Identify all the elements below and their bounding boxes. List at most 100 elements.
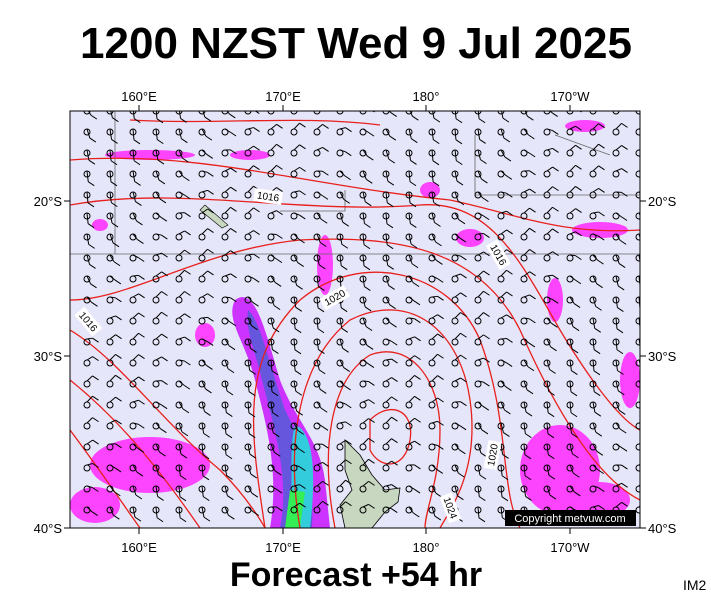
barb-shaft (523, 271, 530, 277)
barb-feather (251, 325, 258, 331)
barb-shaft (201, 170, 208, 173)
wind-barb (520, 317, 536, 325)
barb-feather (364, 286, 371, 291)
barb-feather (207, 189, 214, 195)
wind-barb (497, 314, 513, 325)
barb-feather (92, 375, 99, 381)
barb-shaft (569, 380, 572, 392)
barb-shaft (362, 296, 366, 308)
barb-shaft (132, 312, 139, 319)
wind-barb (428, 212, 441, 227)
wind-barb (106, 354, 122, 367)
wind-barb (612, 168, 628, 178)
wind-barb (244, 338, 257, 353)
barb-feather (299, 166, 306, 172)
barb-shaft (86, 149, 90, 161)
wind-barb (83, 463, 99, 472)
copyright: Copyright metvuw.com (514, 513, 625, 525)
barb-shaft (109, 315, 116, 319)
wind-barb (129, 111, 141, 124)
barb-feather (251, 492, 259, 498)
barb-shaft (385, 149, 390, 160)
wind-barb (244, 165, 260, 178)
barb-shaft (477, 290, 484, 298)
barb-shaft (592, 233, 599, 237)
wind-barb (589, 111, 597, 115)
barb-feather (275, 258, 283, 264)
barb-shaft (431, 397, 438, 403)
barb-feather (597, 259, 604, 265)
wind-barb (267, 123, 283, 136)
barb-shaft (546, 443, 549, 455)
wind-barb (474, 128, 486, 144)
barb-station (267, 111, 275, 115)
barb-feather (272, 327, 280, 333)
wind-barb (267, 111, 275, 115)
barb-feather (552, 206, 559, 212)
barb-shaft (523, 227, 530, 235)
barb-feather (228, 514, 235, 520)
barb-feather (455, 139, 463, 145)
top-axis-label: 160°E (121, 89, 157, 104)
barb-feather (643, 388, 649, 392)
barb-shaft (408, 336, 415, 340)
barb-feather (547, 454, 555, 460)
barb-feather (322, 461, 329, 467)
barb-feather (180, 118, 187, 123)
barb-shaft (592, 211, 599, 214)
wind-barb (267, 338, 279, 354)
barb-feather (621, 482, 628, 488)
barb-shaft (385, 191, 388, 203)
barb-feather (181, 431, 189, 437)
barb-feather (253, 127, 260, 132)
wind-barb (152, 422, 167, 434)
wind-barb (106, 149, 118, 166)
barb-shaft (247, 317, 253, 326)
barb-feather (206, 154, 214, 159)
wind-barb (83, 417, 99, 430)
wind-barb (152, 233, 168, 241)
wind-barb (497, 210, 513, 220)
barb-feather (318, 286, 325, 291)
barb-shaft (224, 250, 231, 256)
barb-feather (571, 370, 578, 375)
wind-barb (267, 506, 283, 514)
barb-shaft (477, 380, 484, 383)
wind-barb (175, 485, 187, 502)
wind-barb (451, 312, 467, 325)
barb-feather (572, 453, 579, 459)
barb-shaft (431, 420, 438, 424)
barb-shaft (109, 275, 116, 281)
barb-feather (182, 408, 190, 414)
barb-shaft (201, 208, 208, 214)
barb-feather (363, 244, 371, 250)
barb-shaft (592, 296, 597, 307)
wind-barb (106, 374, 122, 388)
wind-barb (405, 336, 421, 346)
barb-shaft (316, 380, 321, 390)
wind-barb (175, 401, 190, 414)
barb-shaft (270, 254, 277, 260)
barb-feather (134, 180, 141, 186)
barb-feather (340, 265, 348, 271)
barb-feather (368, 458, 375, 464)
barb-feather (483, 357, 490, 363)
barb-shaft (247, 464, 252, 475)
barb-shaft (523, 485, 527, 497)
wind-barb (267, 275, 282, 287)
wind-barb (474, 170, 488, 184)
barb-shaft (546, 228, 553, 235)
wind-barb (635, 359, 640, 367)
barb-feather (437, 444, 444, 450)
wind-barb (359, 437, 375, 451)
barb-shaft (408, 233, 412, 245)
barb-shaft (569, 443, 573, 454)
barb-shaft (500, 191, 507, 194)
wind-barb (428, 397, 444, 409)
barb-shaft (155, 111, 158, 119)
barb-feather (271, 370, 279, 376)
wind-barb (451, 212, 466, 225)
barb-feather (596, 450, 604, 456)
wind-barb (566, 443, 579, 459)
barb-shaft (546, 422, 549, 434)
